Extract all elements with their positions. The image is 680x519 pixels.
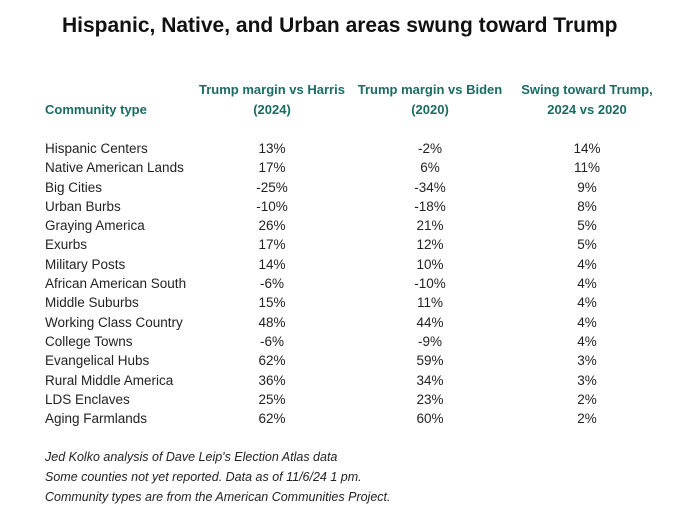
table-row: Working Class Country 48% 44% 4% bbox=[0, 313, 680, 332]
cell-margin-2020: -10% bbox=[414, 276, 446, 292]
cell-swing: 4% bbox=[577, 314, 597, 330]
cell-community-type: Hispanic Centers bbox=[45, 141, 148, 156]
table-row: Middle Suburbs 15% 11% 4% bbox=[0, 293, 680, 312]
cell-community-type: Native American Lands bbox=[45, 160, 184, 176]
table-row: Hispanic Centers 13% -2% 14% bbox=[0, 139, 680, 158]
header-col3-line1: Swing toward Trump, bbox=[521, 82, 653, 97]
cell-swing: 5% bbox=[577, 237, 597, 253]
cell-margin-2020: 23% bbox=[416, 391, 444, 407]
cell-community-type: Middle Suburbs bbox=[45, 295, 139, 311]
table-row: Urban Burbs -10% -18% 8% bbox=[0, 197, 680, 216]
header-col1-line2: (2024) bbox=[253, 102, 291, 117]
cell-margin-2020: 59% bbox=[416, 353, 444, 369]
table-row: African American South -6% -10% 4% bbox=[0, 274, 680, 293]
cell-margin-2020: 21% bbox=[416, 218, 444, 234]
cell-margin-2024: 13% bbox=[258, 141, 286, 156]
cell-margin-2024: 62% bbox=[258, 353, 286, 369]
cell-swing: 2% bbox=[577, 391, 597, 407]
table-body: Hispanic Centers 13% -2% 14% Native American… bbox=[0, 139, 680, 428]
cell-swing: 9% bbox=[577, 179, 597, 195]
cell-margin-2024: 48% bbox=[258, 314, 286, 330]
cell-swing: 4% bbox=[577, 276, 597, 292]
cell-community-type: Urban Burbs bbox=[45, 198, 121, 214]
cell-margin-2020: -2% bbox=[417, 141, 442, 156]
table-row: Graying America 26% 21% 5% bbox=[0, 216, 680, 235]
table-row: Rural Middle America 36% 34% 3% bbox=[0, 371, 680, 390]
cell-margin-2024: 17% bbox=[258, 237, 286, 253]
cell-swing: 8% bbox=[577, 198, 597, 214]
cell-community-type: Evangelical Hubs bbox=[45, 353, 150, 369]
cell-swing: 3% bbox=[577, 372, 597, 388]
cell-community-type: Working Class Country bbox=[45, 314, 183, 330]
cell-margin-2020: -18% bbox=[414, 198, 446, 214]
table-row: Native American Lands 17% 6% 11% bbox=[0, 158, 680, 177]
header-col3-line2: 2024 vs 2020 bbox=[547, 102, 627, 117]
cell-community-type: Exurbs bbox=[45, 237, 88, 253]
footnote-data-status: Some counties not yet reported. Data as … bbox=[45, 470, 362, 484]
cell-margin-2020: -9% bbox=[417, 333, 442, 349]
table-row: Military Posts 14% 10% 4% bbox=[0, 255, 680, 274]
table-row: Exurbs 17% 12% 5% bbox=[0, 235, 680, 254]
footnotes: Jed Kolko analysis of Dave Leip's Electi… bbox=[45, 447, 390, 507]
footnote-source: Jed Kolko analysis of Dave Leip's Electi… bbox=[45, 450, 338, 464]
chart-title: Hispanic, Native, and Urban areas swung … bbox=[62, 14, 618, 37]
header-trump-vs-harris: Trump margin vs Harris (2024) bbox=[192, 80, 352, 120]
cell-margin-2024: 15% bbox=[258, 295, 286, 311]
cell-community-type: Big Cities bbox=[45, 179, 103, 195]
cell-margin-2020: 44% bbox=[416, 314, 444, 330]
header-swing: Swing toward Trump, 2024 vs 2020 bbox=[507, 80, 667, 120]
footnote-community-source: Community types are from the American Co… bbox=[45, 490, 391, 504]
cell-swing: 2% bbox=[577, 411, 597, 427]
cell-swing: 14% bbox=[573, 141, 601, 156]
cell-margin-2020: 10% bbox=[416, 256, 444, 272]
cell-swing: 3% bbox=[577, 353, 597, 369]
header-col1-line1: Trump margin vs Harris bbox=[199, 82, 345, 97]
header-col2-line2: (2020) bbox=[411, 102, 449, 117]
header-trump-vs-biden: Trump margin vs Biden (2020) bbox=[350, 80, 510, 120]
cell-margin-2020: 34% bbox=[416, 372, 444, 388]
table-row: College Towns -6% -9% 4% bbox=[0, 332, 680, 351]
cell-margin-2020: -34% bbox=[414, 179, 446, 195]
cell-community-type: Aging Farmlands bbox=[45, 411, 148, 427]
cell-community-type: Graying America bbox=[45, 218, 145, 234]
table-row: Big Cities -25% -34% 9% bbox=[0, 178, 680, 197]
cell-margin-2020: 12% bbox=[416, 237, 444, 253]
header-col2-line1: Trump margin vs Biden bbox=[357, 82, 503, 97]
cell-swing: 4% bbox=[577, 333, 597, 349]
cell-margin-2024: 25% bbox=[258, 391, 286, 407]
cell-margin-2024: 17% bbox=[258, 160, 286, 176]
header-community-type: Community type bbox=[45, 100, 147, 120]
cell-margin-2024: 26% bbox=[258, 218, 286, 234]
cell-swing: 4% bbox=[577, 295, 597, 311]
cell-margin-2024: -10% bbox=[256, 198, 288, 214]
cell-community-type: College Towns bbox=[45, 333, 133, 349]
table-row: Evangelical Hubs 62% 59% 3% bbox=[0, 351, 680, 370]
cell-margin-2020: 6% bbox=[420, 160, 440, 176]
cell-community-type: Rural Middle America bbox=[45, 372, 174, 388]
cell-margin-2024: -25% bbox=[256, 179, 288, 195]
cell-margin-2024: -6% bbox=[259, 333, 284, 349]
cell-swing: 5% bbox=[577, 218, 597, 234]
cell-community-type: Military Posts bbox=[45, 256, 126, 272]
cell-margin-2020: 60% bbox=[416, 411, 444, 427]
cell-swing: 4% bbox=[577, 256, 597, 272]
cell-margin-2024: -6% bbox=[259, 276, 284, 292]
table-row: Aging Farmlands 62% 60% 2% bbox=[0, 409, 680, 428]
cell-margin-2024: 14% bbox=[258, 256, 286, 272]
cell-margin-2024: 62% bbox=[258, 411, 286, 427]
header-community-label: Community type bbox=[45, 102, 147, 117]
cell-community-type: LDS Enclaves bbox=[45, 391, 130, 407]
table-row: LDS Enclaves 25% 23% 2% bbox=[0, 390, 680, 409]
cell-margin-2024: 36% bbox=[258, 372, 286, 388]
cell-margin-2020: 11% bbox=[416, 295, 444, 311]
cell-swing: 11% bbox=[573, 160, 601, 176]
cell-community-type: African American South bbox=[45, 276, 187, 292]
